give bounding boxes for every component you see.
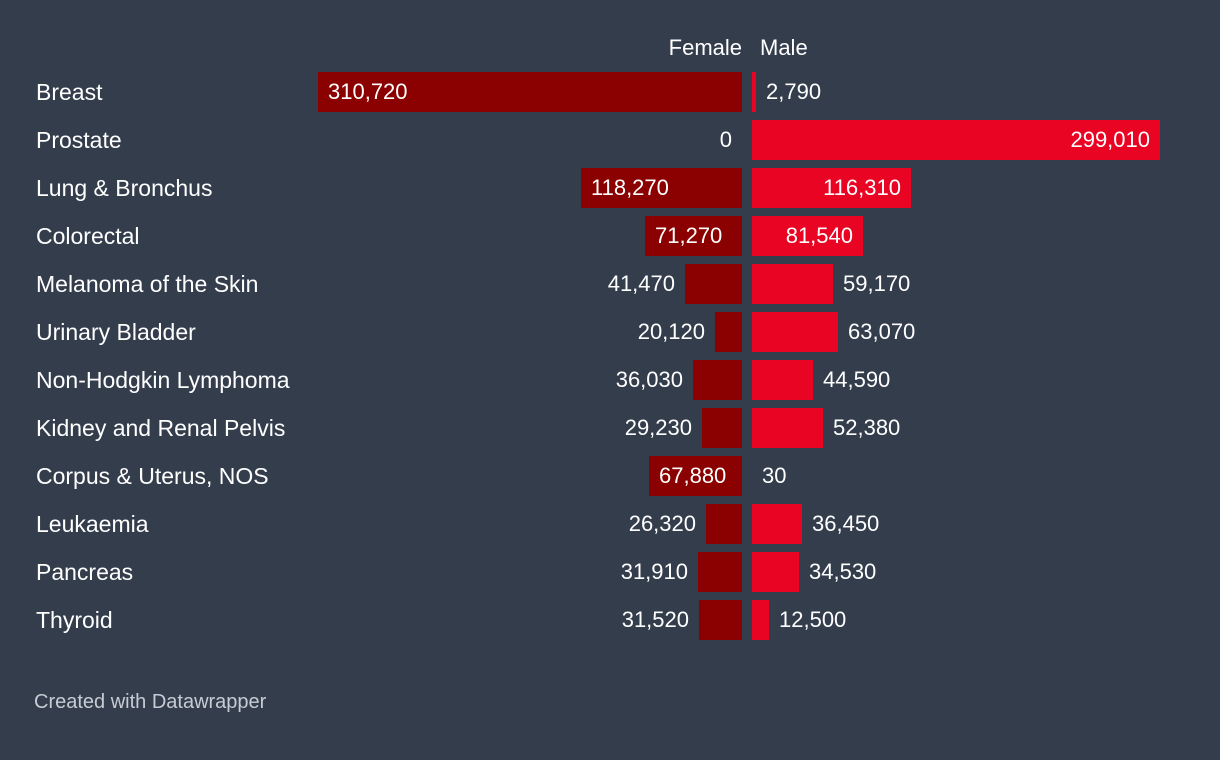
value-label-female: 41,470 — [607, 271, 675, 296]
bar-female — [685, 264, 742, 304]
bar-female — [702, 408, 742, 448]
bar-male — [752, 216, 863, 256]
bar-female — [698, 552, 742, 592]
bar-female — [581, 168, 742, 208]
chart-row-melanoma-of-the-skin: Melanoma of the Skin 41,470 59,170 — [0, 264, 1220, 304]
value-label-male: 36,450 — [812, 511, 880, 536]
bar-male — [752, 168, 911, 208]
credit-footer: Created with Datawrapper — [34, 691, 267, 713]
value-label-female: 118,270 — [591, 175, 669, 200]
value-label-male: 52,380 — [833, 415, 901, 440]
value-label-male: 12,500 — [779, 607, 847, 632]
chart-row-lung-and-bronchus: Lung & Bronchus 118,270 116,310 — [0, 168, 1220, 208]
chart-row-leukaemia: Leukaemia 26,320 36,450 — [0, 504, 1220, 544]
bar-male — [752, 552, 799, 592]
category-label: Leukaemia — [36, 511, 149, 537]
category-label: Non-Hodgkin Lymphoma — [36, 367, 290, 393]
bar-female — [706, 504, 742, 544]
value-label-female: 36,030 — [615, 367, 683, 392]
chart-row-thyroid: Thyroid 31,520 12,500 — [0, 600, 1220, 640]
value-label-male: 44,590 — [823, 367, 891, 392]
category-label: Kidney and Renal Pelvis — [36, 415, 286, 441]
value-label-male: 63,070 — [848, 319, 916, 344]
value-label-female: 31,520 — [621, 607, 689, 632]
category-label: Breast — [36, 79, 103, 105]
chart-row-corpus-and-uterus-nos: Corpus & Uterus, NOS 67,880 30 — [0, 456, 1220, 496]
chart-row-breast: Breast 310,720 2,790 — [0, 72, 1220, 112]
chart-row-urinary-bladder: Urinary Bladder 20,120 63,070 — [0, 312, 1220, 352]
legend-female-header: Female — [668, 35, 742, 60]
category-label: Colorectal — [36, 223, 140, 249]
bar-male — [752, 120, 1160, 160]
value-label-male: 34,530 — [809, 559, 877, 584]
value-label-male: 59,170 — [843, 271, 911, 296]
category-label: Prostate — [36, 127, 122, 153]
value-label-female: 310,720 — [328, 79, 408, 104]
chart-row-prostate: Prostate 0 299,010 — [0, 120, 1220, 160]
value-label-female: 71,270 — [655, 223, 723, 248]
value-label-female: 0 — [719, 127, 732, 152]
chart-row-pancreas: Pancreas 31,910 34,530 — [0, 552, 1220, 592]
category-label: Urinary Bladder — [36, 319, 196, 345]
bar-male — [752, 408, 823, 448]
bar-male — [752, 312, 838, 352]
bar-female — [693, 360, 742, 400]
value-label-female: 26,320 — [628, 511, 696, 536]
category-label: Thyroid — [36, 607, 113, 633]
value-label-male: 116,310 — [823, 175, 901, 200]
bar-male — [752, 264, 833, 304]
value-label-male: 299,010 — [1070, 127, 1150, 152]
bar-female — [318, 72, 742, 112]
value-label-female: 31,910 — [620, 559, 688, 584]
value-label-female: 67,880 — [659, 463, 727, 488]
value-label-female: 20,120 — [637, 319, 705, 344]
chart-row-kidney-and-renal-pelvis: Kidney and Renal Pelvis 29,230 52,380 — [0, 408, 1220, 448]
value-label-male: 2,790 — [766, 79, 822, 104]
value-label-male: 81,540 — [785, 223, 853, 248]
bar-male — [752, 360, 813, 400]
bar-female — [645, 216, 742, 256]
value-label-female: 29,230 — [624, 415, 692, 440]
value-label-male: 30 — [762, 463, 787, 488]
category-label: Corpus & Uterus, NOS — [36, 463, 269, 489]
chart-row-non-hodgkin-lymphoma: Non-Hodgkin Lymphoma 36,030 44,590 — [0, 360, 1220, 400]
legend-male-header: Male — [760, 35, 808, 60]
category-label: Melanoma of the Skin — [36, 271, 259, 297]
category-label: Pancreas — [36, 559, 134, 585]
bar-female — [649, 456, 742, 496]
bar-male — [752, 72, 756, 112]
bar-female — [699, 600, 742, 640]
bar-male — [752, 504, 802, 544]
category-label: Lung & Bronchus — [36, 175, 213, 201]
chart-row-colorectal: Colorectal 71,270 81,540 — [0, 216, 1220, 256]
bar-male — [752, 600, 769, 640]
bar-female — [715, 312, 742, 352]
